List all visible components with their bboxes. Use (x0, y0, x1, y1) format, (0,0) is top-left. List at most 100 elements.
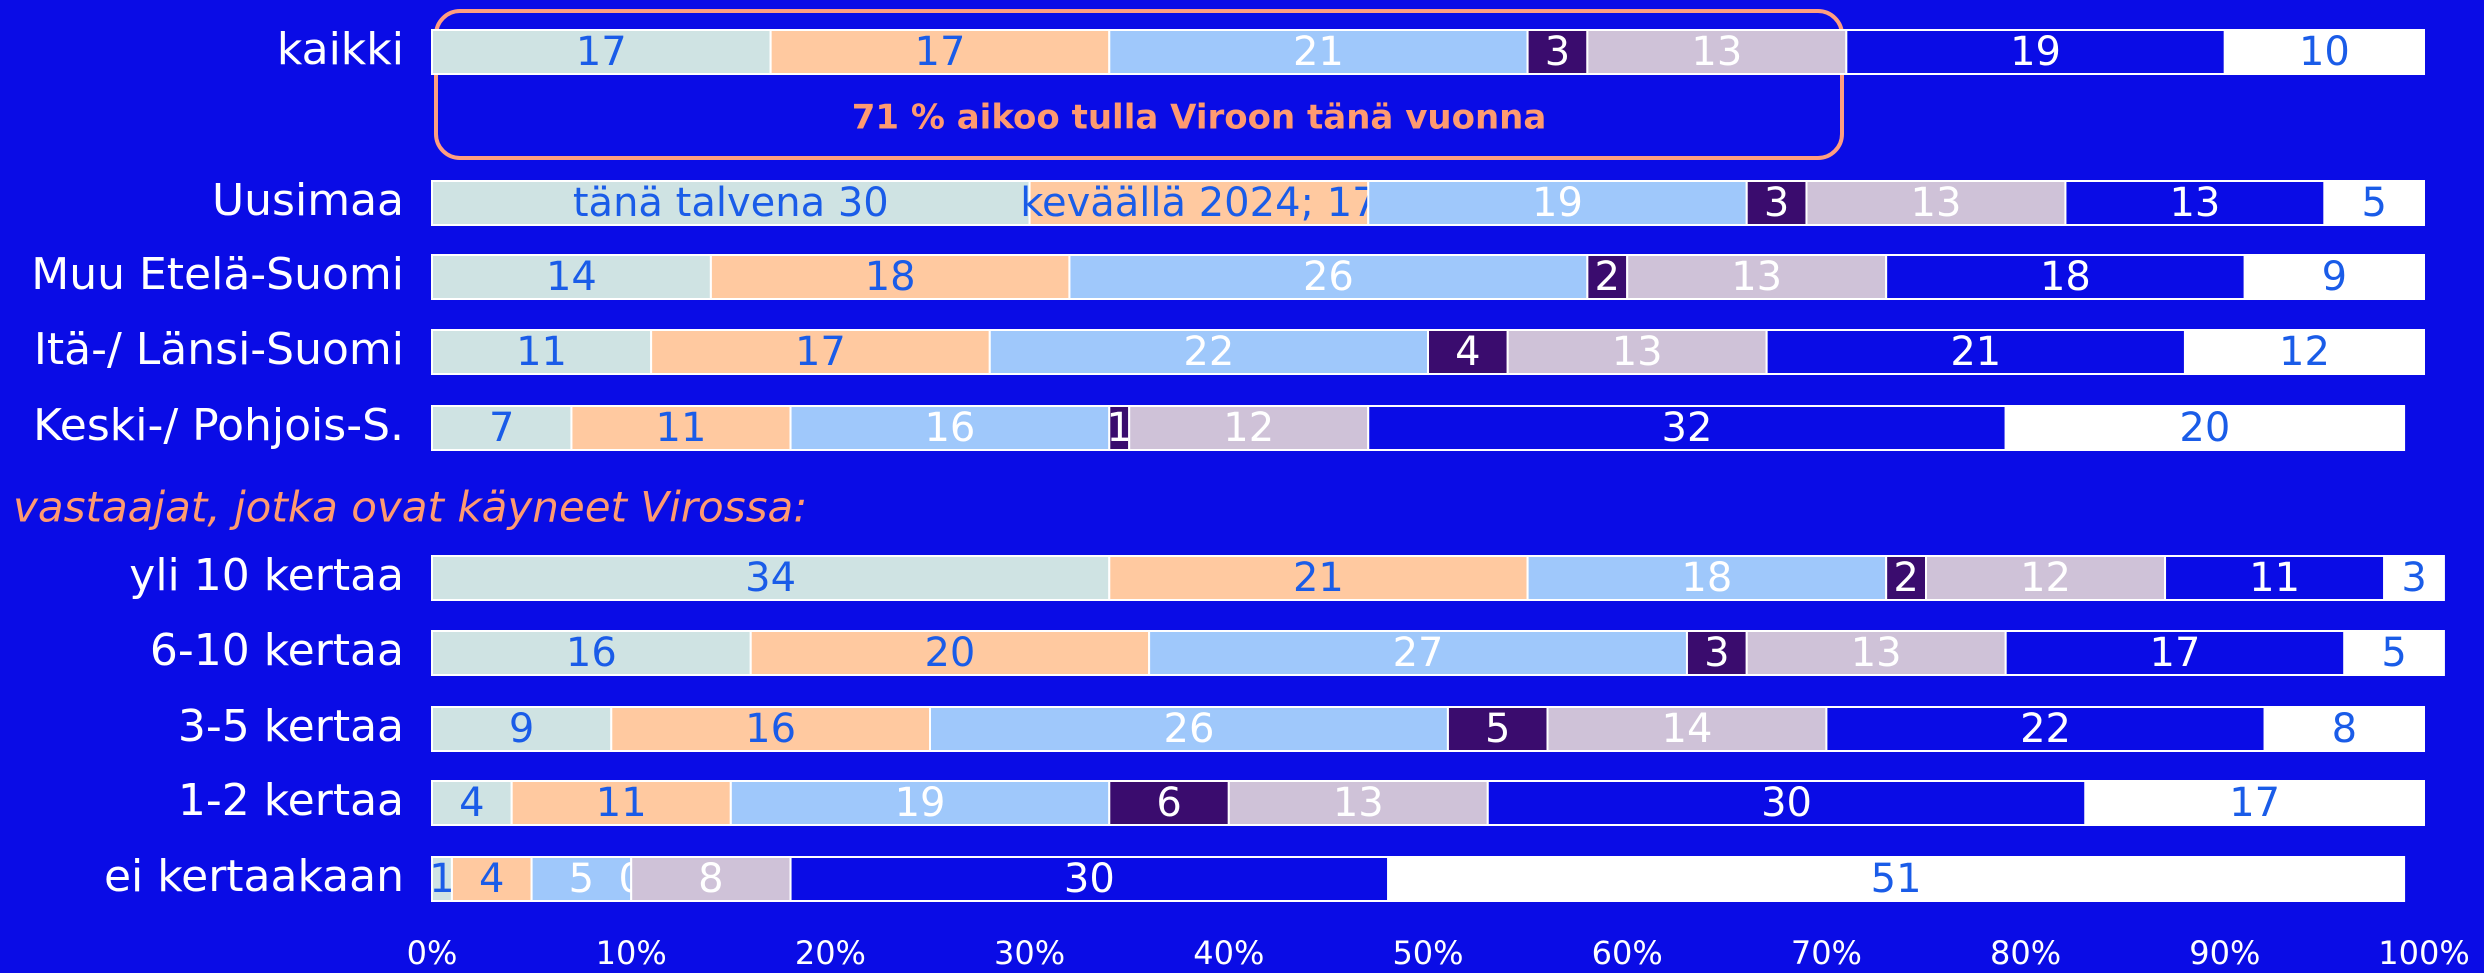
value-label: 14 (1662, 706, 1713, 752)
value-label: 20 (924, 630, 975, 676)
value-label: 22 (1183, 329, 1234, 375)
x-tick-label: 100% (2378, 934, 2469, 972)
value-label: 13 (1911, 180, 1962, 226)
value-label: 16 (745, 706, 796, 752)
bar-segment (630, 856, 792, 902)
bar-segment (431, 780, 513, 826)
value-label: keväällä 2024; 17 (1020, 180, 1377, 226)
x-tick-label: 20% (795, 934, 866, 972)
x-tick-label: 40% (1193, 934, 1264, 972)
value-label: 17 (576, 29, 627, 75)
category-label: kaikki (277, 24, 404, 75)
x-tick-label: 50% (1392, 934, 1463, 972)
annotation: 71 % aikoo tulla Viroon tänä vuonna (852, 98, 1547, 138)
value-label: 4 (479, 856, 504, 902)
value-label: 2 (1595, 254, 1620, 300)
value-label: 8 (698, 856, 723, 902)
bar-segment (1526, 555, 1888, 601)
x-tick-label: 10% (596, 934, 667, 972)
value-label: 13 (2169, 180, 2220, 226)
bar-segment (2243, 254, 2425, 300)
bar-segment (1526, 29, 1589, 75)
value-label: 12 (2279, 329, 2330, 375)
value-label: 21 (1293, 555, 1344, 601)
bar-segment (1227, 780, 1489, 826)
value-label: 14 (546, 254, 597, 300)
annotation-box (434, 9, 1844, 160)
value-label: 11 (2249, 555, 2300, 601)
value-label: 16 (924, 405, 975, 451)
category-label: Uusimaa (212, 175, 404, 226)
bar-segment (2263, 706, 2425, 752)
category-label: ei kertaakaan (104, 851, 404, 902)
value-label: 13 (1612, 329, 1663, 375)
bar-segment (749, 630, 1151, 676)
bar-segment (510, 780, 732, 826)
bar-segment (1805, 180, 2067, 226)
bar-segment (1148, 630, 1688, 676)
bar-segment (431, 706, 613, 752)
value-label: 11 (516, 329, 567, 375)
bar-segment (2383, 555, 2445, 601)
bar-segment (1765, 329, 2186, 375)
value-label: 16 (566, 630, 617, 676)
value-label: 18 (2040, 254, 2091, 300)
value-label: 5 (1485, 706, 1510, 752)
value-label: 17 (795, 329, 846, 375)
bar-segment (1506, 329, 1768, 375)
value-label: 21 (1293, 29, 1344, 75)
bar-segment (2223, 29, 2426, 75)
value-label: 1 (1107, 405, 1132, 451)
x-tick-label: 80% (1990, 934, 2061, 972)
x-tick-label: 60% (1592, 934, 1663, 972)
value-label: 4 (1455, 329, 1480, 375)
value-label: 2 (1893, 555, 1918, 601)
category-label: 6-10 kertaa (150, 625, 404, 676)
bar-segment (729, 780, 1111, 826)
value-label: 18 (865, 254, 916, 300)
bar-segment (431, 180, 1031, 226)
bar-segment (929, 706, 1449, 752)
bar-segment (1108, 555, 1529, 601)
bar-segment (1745, 630, 2007, 676)
bar-segment (2323, 180, 2425, 226)
category-label: 3-5 kertaa (178, 701, 404, 752)
value-label: 3 (1704, 630, 1729, 676)
value-label: 13 (1851, 630, 1902, 676)
category-label: 1-2 kertaa (178, 775, 404, 826)
bar-segment (431, 29, 772, 75)
value-label: 10 (2299, 29, 2350, 75)
bar-segment (1068, 254, 1589, 300)
category-label: Muu Etelä-Suomi (31, 249, 404, 300)
value-label: 17 (2229, 780, 2280, 826)
value-label: 3 (1764, 180, 1789, 226)
value-label: 9 (509, 706, 534, 752)
bar-segment (2164, 555, 2386, 601)
value-label: 17 (915, 29, 966, 75)
value-label: 30 (1761, 780, 1812, 826)
bar-segment (709, 254, 1071, 300)
bar-segment (1486, 780, 2087, 826)
x-tick-label: 30% (994, 934, 1065, 972)
value-label: 5 (2361, 180, 2386, 226)
bar-segment (2064, 180, 2326, 226)
value-label: 1 (429, 856, 454, 902)
value-label: 34 (745, 555, 796, 601)
bar-segment (1586, 254, 1629, 300)
bar-segment (1546, 706, 1828, 752)
bar-segment (610, 706, 932, 752)
value-label: 51 (1871, 856, 1922, 902)
bar-segment (1028, 180, 1370, 226)
bar-segment (431, 254, 712, 300)
value-label: 3 (2401, 555, 2426, 601)
value-label: 26 (1164, 706, 1215, 752)
value-label: 3 (1545, 29, 1570, 75)
bar-segment (530, 856, 633, 902)
bar-segment (1745, 180, 1808, 226)
bar-segment (2084, 780, 2426, 826)
value-label: 22 (2020, 706, 2071, 752)
bar-segment (1586, 29, 1848, 75)
value-label: 5 (569, 856, 594, 902)
category-label: yli 10 kertaa (129, 550, 404, 601)
